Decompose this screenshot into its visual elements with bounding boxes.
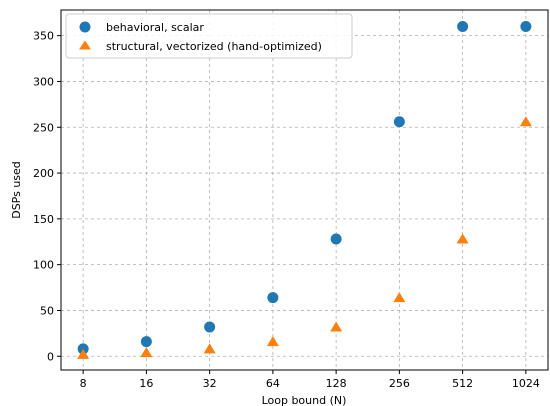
- data-series: [77, 20, 532, 359]
- x-axis-ticks: 8 16 32 64 128 256 512 1024: [80, 370, 540, 390]
- grid: [61, 10, 548, 370]
- data-point-behavioral: [330, 233, 342, 245]
- legend-label-structural: structural, vectorized (hand-optimized): [106, 40, 322, 53]
- data-point-structural: [140, 347, 153, 358]
- x-tick-label: 64: [266, 377, 280, 390]
- legend: behavioral, scalar structural, vectorize…: [65, 13, 353, 59]
- data-point-behavioral: [520, 20, 532, 32]
- x-tick-label: 1024: [512, 377, 540, 390]
- y-tick-label: 200: [33, 167, 54, 180]
- x-tick-label: 512: [452, 377, 473, 390]
- plot-frame: [60, 9, 549, 371]
- y-tick-label: 250: [33, 121, 54, 134]
- y-tick-label: 50: [40, 304, 54, 317]
- y-tick-label: 150: [33, 213, 54, 226]
- y-tick-label: 100: [33, 259, 54, 272]
- y-axis-title: DSPs used: [10, 161, 23, 219]
- data-point-structural: [393, 292, 406, 303]
- data-point-structural: [203, 343, 216, 354]
- y-axis-ticks: 0 50 100 150 200 250 300 350: [33, 30, 61, 363]
- data-point-structural: [456, 233, 469, 244]
- data-point-structural: [77, 348, 90, 359]
- data-point-structural: [519, 116, 532, 127]
- x-tick-label: 32: [203, 377, 217, 390]
- x-tick-label: 16: [139, 377, 153, 390]
- data-point-behavioral: [457, 20, 469, 32]
- y-tick-label: 350: [33, 30, 54, 43]
- data-point-structural: [330, 321, 343, 332]
- x-tick-label: 128: [326, 377, 347, 390]
- data-point-behavioral: [267, 292, 279, 304]
- legend-marker-behavioral: [79, 21, 91, 33]
- y-tick-label: 0: [47, 350, 54, 363]
- legend-frame: [65, 13, 353, 59]
- legend-marker-structural: [79, 40, 91, 50]
- data-point-behavioral: [393, 116, 405, 128]
- data-point-behavioral: [140, 336, 152, 348]
- x-tick-label: 256: [389, 377, 410, 390]
- legend-label-behavioral: behavioral, scalar: [106, 21, 204, 34]
- y-tick-label: 300: [33, 75, 54, 88]
- data-point-behavioral: [204, 321, 216, 333]
- x-axis-title: Loop bound (N): [262, 394, 347, 406]
- data-point-structural: [266, 336, 279, 347]
- x-tick-label: 8: [80, 377, 87, 390]
